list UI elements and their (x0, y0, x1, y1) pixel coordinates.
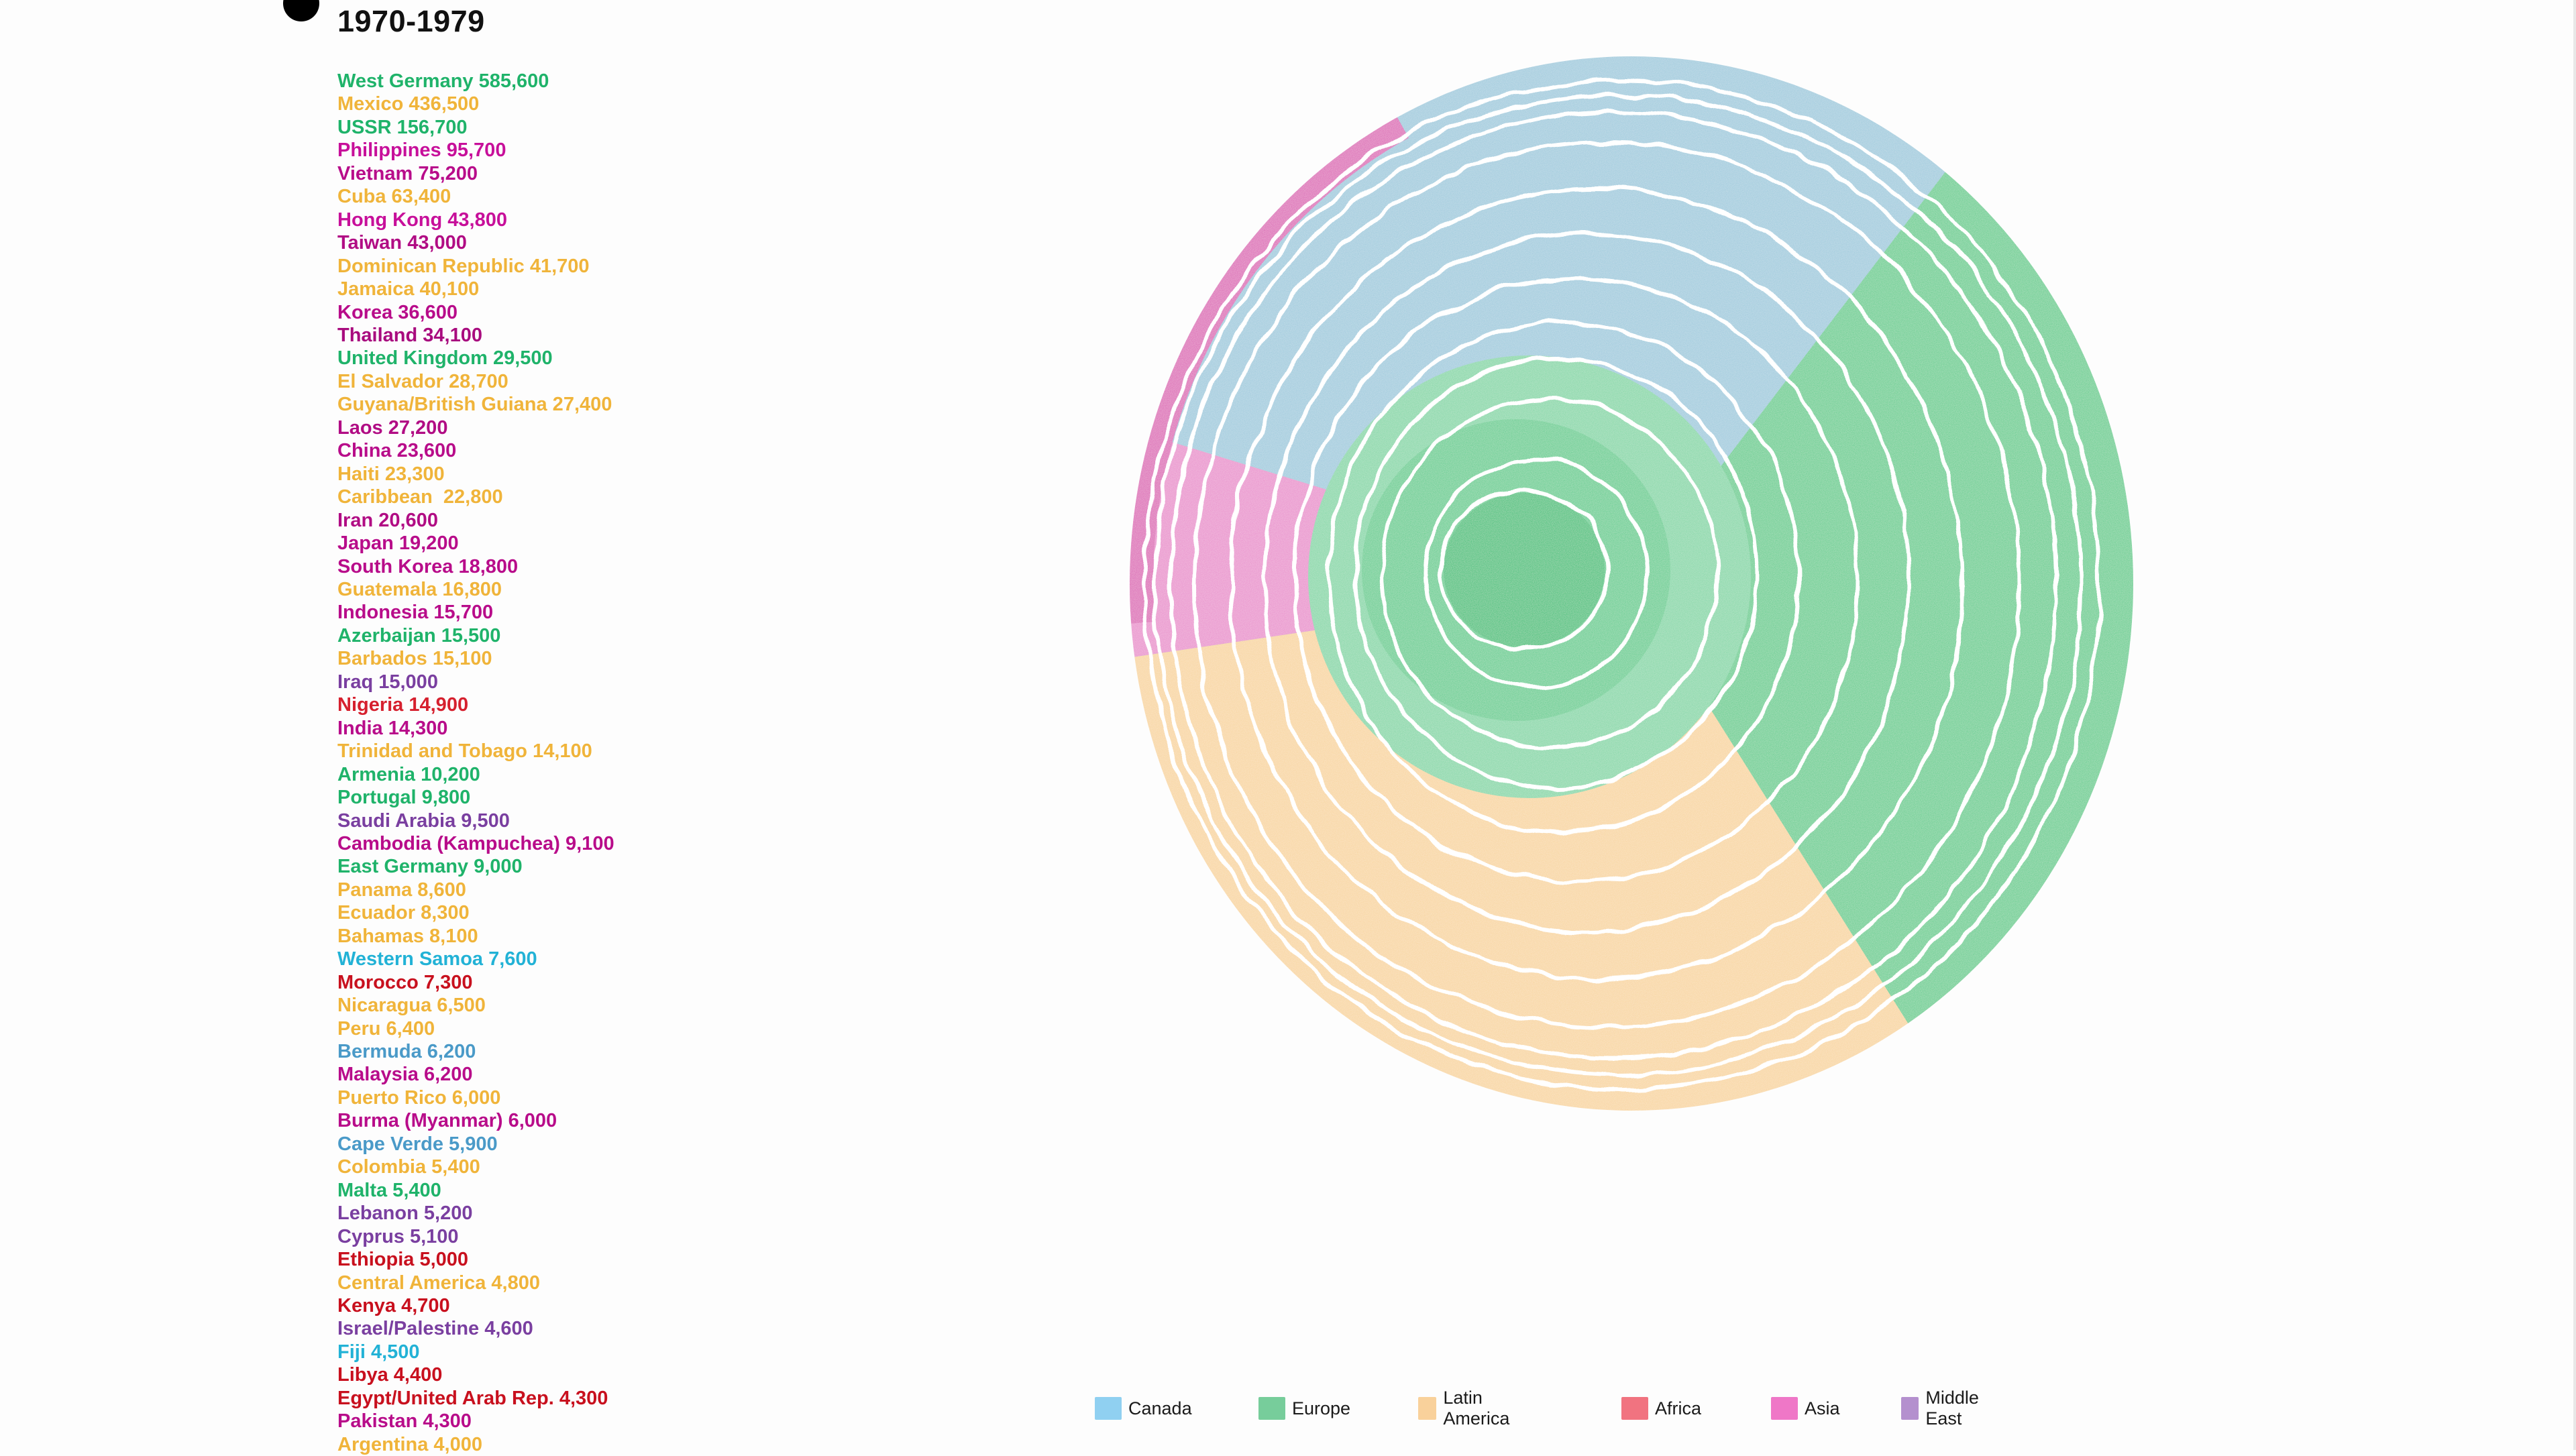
legend-item-latin-america: Latin America (1418, 1388, 1518, 1429)
legend-swatch-icon (1771, 1397, 1798, 1420)
country-list-item: USSR 156,700 (337, 116, 468, 138)
country-list: West Germany 585,600 Mexico 436,500 USSR 1… (337, 70, 614, 1456)
legend-label: Latin America (1443, 1388, 1510, 1429)
country-list-item: East Germany 9,000 (337, 856, 523, 878)
legend-swatch-icon (1901, 1397, 1919, 1420)
legend-label: Canada (1128, 1398, 1192, 1418)
country-list-item: Burma (Myanmar) 6,000 (337, 1110, 557, 1132)
country-list-item: Trinidad and Tobago 14,100 (337, 740, 592, 763)
country-list-item: Caribbean 22,800 (337, 486, 503, 508)
country-list-item: Nicaragua 6,500 (337, 995, 486, 1017)
country-list-item: Indonesia 15,700 (337, 602, 494, 624)
country-list-item: Saudi Arabia 9,500 (337, 809, 510, 832)
country-list-item: West Germany 585,600 (337, 70, 549, 92)
window-edge (2573, 0, 2576, 1450)
country-list-item: Korea 36,600 (337, 301, 458, 323)
country-list-item: United Kingdom 29,500 (337, 347, 553, 370)
legend-swatch-icon (1258, 1397, 1285, 1420)
decade-title: 1970-1979 (337, 4, 485, 38)
country-list-item: Haiti 23,300 (337, 463, 445, 485)
country-list-item: Cyprus 5,100 (337, 1225, 459, 1247)
country-list-item: Cuba 63,400 (337, 186, 451, 208)
country-list-item: Western Samoa 7,600 (337, 948, 537, 970)
country-list-item: Libya 4,400 (337, 1364, 443, 1386)
country-list-item: Taiwan 43,000 (337, 232, 467, 254)
country-list-item: India 14,300 (337, 717, 448, 739)
country-list-item: Vietnam 75,200 (337, 162, 478, 184)
country-list-item: Argentina 4,000 (337, 1433, 482, 1455)
country-list-item: Kenya 4,700 (337, 1295, 450, 1317)
country-list-item: Fiji 4,500 (337, 1341, 420, 1363)
country-list-item: Guyana/British Guiana 27,400 (337, 394, 612, 416)
year-rings (1142, 78, 2102, 1091)
legend-label: Asia (1805, 1398, 1840, 1418)
country-list-item: Ethiopia 5,000 (337, 1249, 469, 1271)
country-list-item: Thailand 34,100 (337, 324, 482, 346)
country-list-item: South Korea 18,800 (337, 555, 519, 577)
ring-fill (1130, 56, 2133, 1111)
legend-swatch-icon (1418, 1397, 1437, 1420)
country-list-item: Puerto Rico 6,000 (337, 1086, 501, 1109)
country-list-item: Nigeria 14,900 (337, 694, 469, 716)
country-list-item: Azerbaijan 15,500 (337, 624, 501, 647)
country-list-item: Iraq 15,000 (337, 671, 438, 693)
country-list-item: Laos 27,200 (337, 416, 448, 439)
country-list-item: Malaysia 6,200 (337, 1064, 473, 1086)
country-list-item: China 23,600 (337, 440, 457, 462)
country-list-item: Jamaica 40,100 (337, 278, 480, 300)
country-list-item: Iran 20,600 (337, 509, 438, 531)
country-list-item: Mexico 436,500 (337, 93, 480, 115)
country-list-item: Barbados 15,100 (337, 648, 492, 670)
country-list-item: Dominican Republic 41,700 (337, 255, 590, 277)
country-list-item: Hong Kong 43,800 (337, 209, 507, 231)
country-list-item: Cambodia (Kampuchea) 9,100 (337, 832, 614, 854)
tree-ring-chart (1130, 56, 2133, 1111)
country-list-item: Central America 4,800 (337, 1272, 540, 1294)
country-list-item: Cape Verde 5,900 (337, 1133, 498, 1155)
country-list-item: Malta 5,400 (337, 1179, 441, 1201)
country-list-item: Lebanon 5,200 (337, 1202, 473, 1225)
country-list-item: Peru 6,400 (337, 1017, 435, 1040)
country-list-item: Japan 19,200 (337, 533, 459, 555)
year-marker-dot (283, 0, 319, 21)
country-list-item: Portugal 9,800 (337, 787, 471, 809)
legend-item-canada: Canada (1095, 1396, 1192, 1420)
country-list-item: Guatemala 16,800 (337, 578, 502, 600)
legend-label: Europe (1292, 1398, 1351, 1418)
country-list-item: Colombia 5,400 (337, 1156, 480, 1178)
legend-item-asia: Asia (1771, 1396, 1840, 1420)
legend-item-middle-east: Middle East (1901, 1388, 1988, 1429)
legend-item-europe: Europe (1258, 1396, 1350, 1420)
country-list-item: Morocco 7,300 (337, 971, 473, 993)
country-list-item: El Salvador 28,700 (337, 370, 508, 392)
country-list-item: Bermuda 6,200 (337, 1041, 476, 1063)
country-list-item: Armenia 10,200 (337, 763, 480, 785)
legend-item-africa: Africa (1621, 1396, 1701, 1420)
country-list-item: Pakistan 4,300 (337, 1410, 472, 1433)
country-list-item: Panama 8,600 (337, 879, 466, 901)
country-list-item: Ecuador 8,300 (337, 902, 470, 924)
legend-swatch-icon (1095, 1397, 1122, 1420)
legend-label: Middle East (1925, 1388, 1979, 1429)
country-list-item: Egypt/United Arab Rep. 4,300 (337, 1387, 608, 1409)
legend-label: Africa (1655, 1398, 1702, 1418)
country-list-item: Israel/Palestine 4,600 (337, 1318, 533, 1340)
country-list-item: Philippines 95,700 (337, 139, 506, 162)
legend-swatch-icon (1621, 1397, 1648, 1420)
country-list-item: Bahamas 8,100 (337, 925, 478, 947)
